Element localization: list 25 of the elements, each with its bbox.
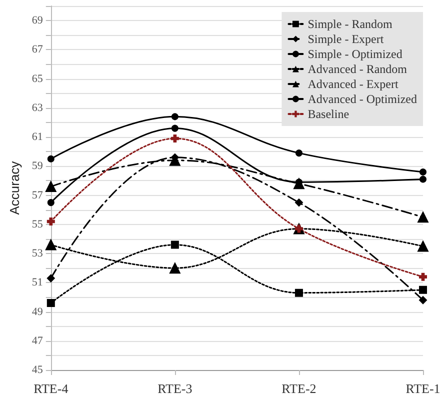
y-tick-label: 63 [32, 102, 44, 114]
y-tick-label: 61 [32, 131, 43, 144]
y-tick-label: 49 [32, 306, 44, 318]
y-tick-label: 53 [32, 248, 44, 260]
y-tick-label: 51 [32, 276, 43, 289]
y-tick-label: 65 [32, 72, 44, 85]
legend-label: Simple - Optimized [308, 47, 402, 61]
x-tick-label: RTE-2 [282, 381, 316, 396]
y-tick-label: 45 [32, 364, 44, 376]
y-tick-label: 57 [32, 189, 44, 202]
x-tick-label: RTE-1 [406, 381, 440, 396]
legend-label: Advanced - Random [308, 62, 408, 76]
y-tick-label: 69 [32, 14, 44, 27]
legend-label: Simple - Expert [308, 32, 384, 46]
y-tick-label: 47 [32, 334, 44, 347]
legend-label: Baseline [308, 107, 350, 121]
y-tick-label: 55 [32, 218, 44, 230]
legend-label: Advanced - Optimized [308, 92, 417, 106]
x-tick-label: RTE-3 [158, 381, 192, 396]
x-tick-label: RTE-4 [34, 381, 69, 396]
y-tick-label: 67 [32, 44, 44, 56]
legend-label: Simple - Random [308, 17, 394, 31]
y-tick-label: 59 [32, 160, 44, 172]
y-axis-title: Accuracy [7, 160, 22, 215]
legend-label: Advanced - Expert [308, 77, 399, 91]
